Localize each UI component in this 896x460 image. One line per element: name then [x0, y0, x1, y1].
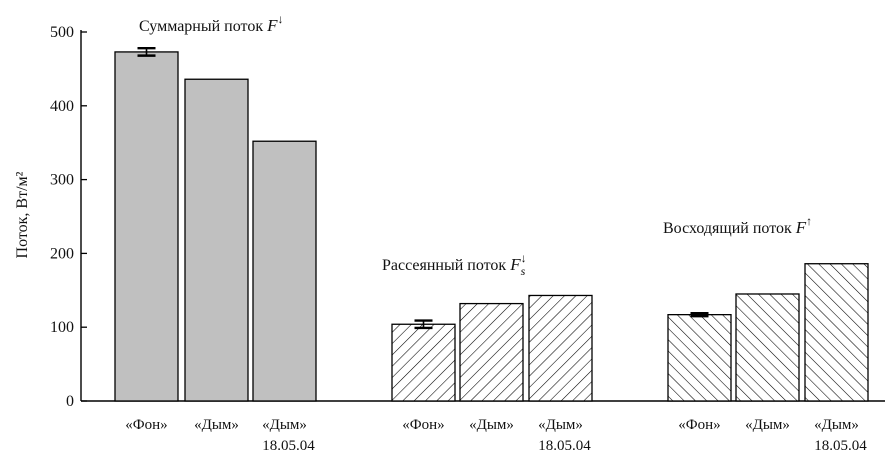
bar	[391, 323, 456, 402]
y-tick-label: 400	[50, 98, 74, 115]
group-title: Суммарный поток F↓	[139, 12, 283, 35]
x-tick-label: «Дым»	[745, 417, 790, 433]
x-tick-sublabel: 18.05.04	[262, 438, 315, 454]
x-tick-label: «Дым»	[262, 417, 307, 433]
y-tick-label: 0	[66, 393, 74, 410]
x-tick-label: «Фон»	[678, 417, 720, 433]
bar	[735, 293, 800, 402]
flux-subscript: s	[521, 264, 526, 278]
y-axis: 0 100 200 300 400 500	[50, 24, 87, 410]
x-tick-sublabel: 18.05.04	[538, 438, 591, 454]
y-tick-label: 200	[50, 245, 74, 262]
flux-superscript: ↓	[277, 12, 283, 26]
y-tick-label: 100	[50, 319, 74, 336]
x-tick-label: «Дым»	[194, 417, 239, 433]
bars-layer	[114, 47, 869, 402]
bar	[528, 294, 593, 402]
bar	[252, 140, 317, 402]
y-tick-label: 300	[50, 172, 74, 189]
x-tick-label: «Дым»	[538, 417, 583, 433]
y-tick-label: 500	[50, 24, 74, 41]
x-tick-label: «Фон»	[125, 417, 167, 433]
group-title-text: Рассеянный поток	[382, 257, 510, 274]
labels-layer: «Фон» «Дым» «Дым» 18.05.04 Суммарный поток F…	[125, 12, 867, 454]
x-tick-sublabel: 18.05.04	[814, 438, 867, 454]
group-title-text: Суммарный поток	[139, 18, 267, 35]
flux-symbol: F	[509, 255, 521, 274]
group-title: Восходящий поток F↑	[663, 214, 812, 237]
bar	[459, 302, 524, 402]
group-title-text: Восходящий поток	[663, 220, 796, 237]
y-axis-label: Поток, Вт/м²	[14, 171, 31, 258]
flux-symbol: F	[795, 218, 807, 237]
x-tick-label: «Фон»	[402, 417, 444, 433]
flux-superscript: ↑	[806, 214, 812, 228]
bar	[667, 314, 732, 402]
x-tick-label: «Дым»	[469, 417, 514, 433]
bar	[184, 78, 249, 402]
bar	[114, 51, 179, 402]
group-title: Рассеянный поток F↓ s	[382, 251, 527, 278]
bar	[804, 263, 869, 402]
y-tick-group: 0 100 200 300 400 500	[50, 24, 87, 410]
flux-superscript: ↓	[521, 251, 527, 265]
x-tick-label: «Дым»	[814, 417, 859, 433]
flux-symbol: F	[266, 16, 278, 35]
